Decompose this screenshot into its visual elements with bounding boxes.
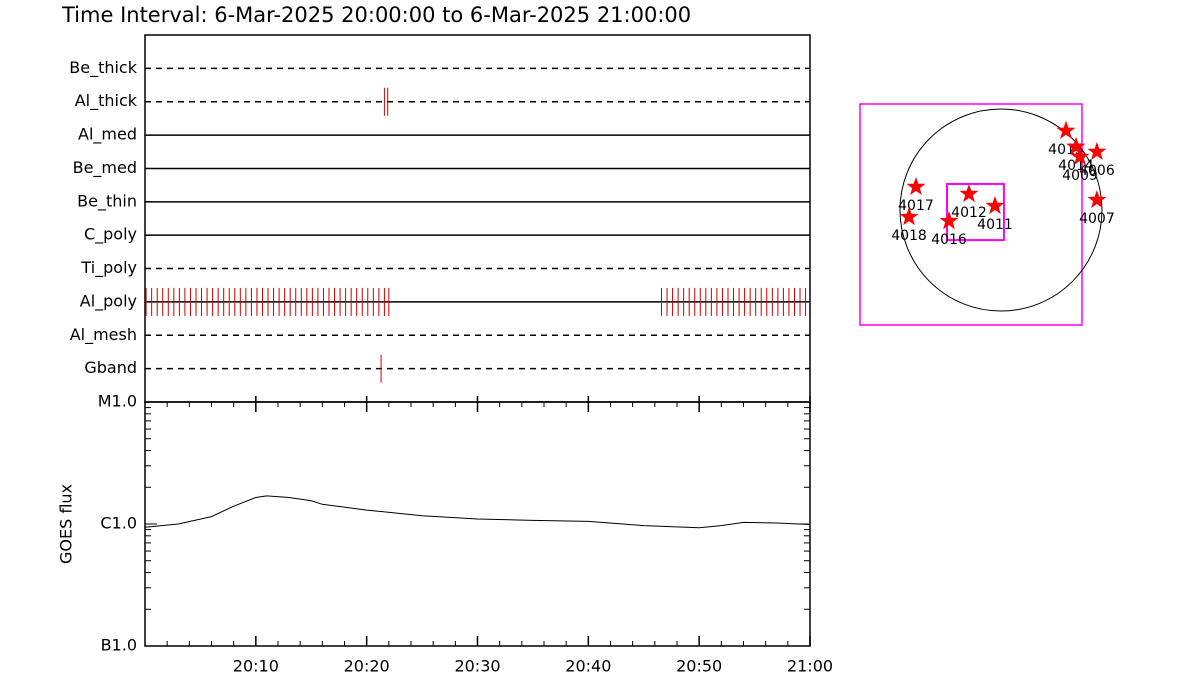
filter-label: Ti_poly: [80, 258, 137, 278]
x-tick-label: 20:10: [233, 657, 279, 676]
region-label: 4016: [931, 232, 967, 248]
region-star: [959, 184, 979, 203]
plot-title: Time Interval: 6-Mar-2025 20:00:00 to 6-…: [61, 3, 691, 27]
region-star: [939, 211, 959, 230]
region-label: 4007: [1079, 211, 1115, 227]
xrt-fov: [946, 182, 1005, 242]
x-tick-label: 20:40: [565, 657, 611, 676]
y-tick-label: M1.0: [98, 392, 137, 411]
y-axis-label: GOES flux: [57, 484, 76, 564]
region-label: 4014: [1058, 158, 1094, 174]
x-tick-label: 20:20: [344, 657, 390, 676]
region-star: [899, 207, 919, 226]
region-label: 4017: [898, 198, 934, 214]
goes-flux-line: [144, 495, 811, 529]
region-label: 4009: [1062, 168, 1098, 184]
region-label: 4012: [951, 205, 987, 221]
filter-label: Be_thick: [69, 58, 137, 78]
region-star: [1056, 120, 1076, 139]
region-star: [906, 176, 926, 195]
x-tick-label: 20:30: [454, 657, 500, 676]
y-tick-label: B1.0: [101, 636, 137, 655]
region-label: 4018: [891, 228, 927, 244]
region-star: [1087, 190, 1107, 209]
filter-label: Gband: [84, 358, 137, 377]
region-label: 4011: [977, 217, 1013, 233]
region-star: [985, 196, 1005, 215]
solar-limb: [899, 108, 1103, 312]
region-star: [1087, 141, 1107, 160]
x-tick-label: 21:00: [787, 657, 833, 676]
filter-label: Al_thick: [75, 91, 138, 111]
y-tick-label: C1.0: [100, 514, 137, 533]
region-label: 4006: [1079, 163, 1115, 179]
filter-label: Be_thin: [77, 191, 137, 211]
filter-label: Al_poly: [80, 291, 137, 311]
filter-label: Al_mesh: [70, 325, 137, 345]
goes-frame: [144, 401, 811, 647]
filter-label: Al_med: [78, 125, 137, 145]
x-tick-label: 20:50: [676, 657, 722, 676]
filter-label: C_poly: [84, 225, 137, 245]
region-star: [1066, 136, 1086, 155]
map-fov: [859, 103, 1083, 326]
region-star: [1070, 146, 1090, 165]
filter-label: Be_med: [73, 158, 137, 178]
timeline-frame: [144, 34, 811, 403]
